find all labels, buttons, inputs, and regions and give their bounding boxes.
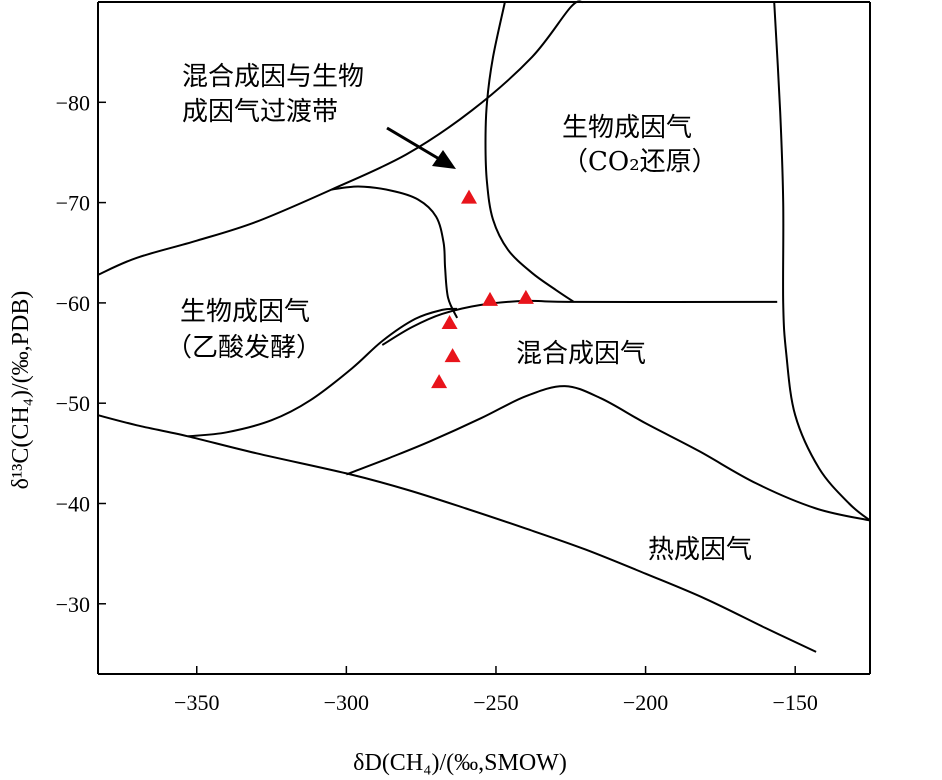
- data-point-triangle: [482, 291, 498, 306]
- boundary-co2-left-curve: [484, 1, 575, 303]
- x-tick-label: −150: [772, 690, 817, 715]
- axis-ticks: −350 −300 −250 −200 −150 −80 −70 −60 −50 −40 −30: [56, 90, 818, 715]
- data-point-triangle: [431, 374, 448, 389]
- y-tick-label: −60: [56, 291, 90, 316]
- region-label-line: 混合成因与生物: [182, 62, 364, 92]
- region-label-line: 成因气过渡带: [182, 97, 338, 127]
- x-tick-label: −350: [174, 690, 219, 715]
- boundary-upper-arc: [97, 0, 584, 276]
- annotation-arrow-icon: [386, 126, 456, 169]
- region-label-line: 生物成因气: [562, 113, 692, 143]
- data-point-triangle: [461, 189, 477, 204]
- boundary-left-boundary: [97, 414, 817, 653]
- x-axis-title: δD(CH₄)/(‰,SMOW): [353, 750, 567, 776]
- region-label-acetate-fermentation: 生物成因气 （乙酸发酵）: [166, 297, 322, 363]
- data-point-triangle: [441, 315, 458, 329]
- region-label-co2-reduction: 生物成因气 （CO₂还原）: [562, 113, 718, 177]
- region-label-transition: 混合成因与生物 成因气过渡带: [182, 62, 364, 127]
- data-point-triangle: [517, 289, 534, 304]
- region-label-line: 生物成因气: [180, 297, 310, 327]
- region-label-line: （CO₂还原）: [562, 147, 718, 177]
- boundary-acetate-inner-lower: [187, 307, 458, 438]
- boundary-thermo-top: [346, 385, 871, 522]
- region-label-mixed: 混合成因气: [516, 339, 646, 369]
- x-tick-label: −300: [324, 690, 369, 715]
- boundary-acetate-inner-top: [331, 185, 459, 319]
- x-tick-label: −250: [473, 690, 518, 715]
- region-label-line: （乙酸发酵）: [166, 333, 322, 363]
- y-tick-label: −70: [56, 191, 90, 216]
- data-points: [431, 189, 534, 389]
- region-label-line: 混合成因气: [516, 339, 646, 369]
- y-tick-label: −50: [56, 391, 90, 416]
- region-label-thermogenic: 热成因气: [648, 535, 752, 565]
- boundary-right-curve: [773, 1, 871, 522]
- plot-frame: [97, 1, 871, 675]
- region-label-line: 热成因气: [648, 535, 752, 565]
- boundary-mixed-top: [381, 299, 778, 346]
- y-tick-label: −30: [56, 592, 90, 617]
- y-tick-label: −40: [56, 491, 90, 516]
- data-point-triangle: [444, 348, 461, 363]
- y-axis-title: δ¹³C(CH₄)/(‰,PDB): [8, 291, 34, 490]
- y-tick-label: −80: [56, 90, 90, 115]
- x-tick-label: −200: [623, 690, 668, 715]
- region-boundaries: [97, 0, 871, 653]
